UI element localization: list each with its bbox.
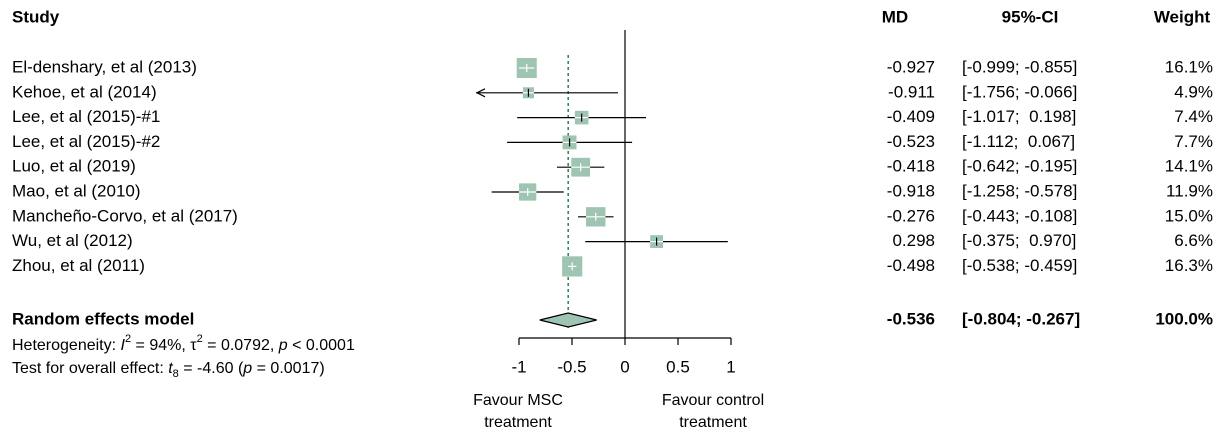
ci-label: [-0.642; -0.195] [962,157,1077,176]
text: I [121,337,126,354]
weight-header: Weight [1154,7,1211,26]
ci-arrow [475,88,486,98]
weight-label: 14.1% [1165,157,1213,176]
text: Test for overall effect: [12,360,168,377]
study-label: Mao, et al (2010) [12,181,141,200]
x-tick-label: 1 [726,357,735,376]
study-label: Wu, et al (2012) [12,231,133,250]
study-label: Zhou, et al (2011) [12,256,145,275]
x-tick-label: 0.5 [666,357,690,376]
text: 8 [173,368,179,380]
pooled-weight: 100.0% [1155,309,1213,328]
study-label: Lee, et al (2015)-#2 [12,132,160,151]
text: = -4.60 ( [179,360,244,377]
md-value: -0.498 [887,256,935,275]
weight-label: 6.6% [1174,231,1213,250]
text: Heterogeneity: [12,337,121,354]
x-tick-label: -0.5 [557,357,586,376]
md-value: -0.927 [887,57,935,76]
study-label: Lee, et al (2015)-#1 [12,107,160,126]
md-value: -0.911 [888,82,935,101]
text: 2 [197,333,203,345]
heterogeneity: Heterogeneity: I2 = 94%, τ2 = 0.0792, p … [12,333,355,354]
weight-label: 4.9% [1174,82,1213,101]
md-value: -0.418 [887,157,935,176]
md-value: -0.918 [887,181,935,200]
pooled-diamond [539,312,597,328]
weight-label: 11.9% [1166,181,1213,200]
text: p [242,360,252,377]
md-header: MD [882,7,908,26]
ci-label: [-0.443; -0.108] [962,206,1077,225]
pooled-label: Random effects model [12,309,194,328]
study-label: El-denshary, et al (2013) [12,57,197,76]
ci-label: [-1.756; -0.066] [962,82,1077,101]
ci-header: 95%-CI [1002,7,1059,26]
md-value: -0.409 [887,107,935,126]
favour-right: treatment [679,414,747,431]
md-value: -0.523 [887,132,935,151]
text: = 94%, [131,337,190,354]
ci-label: [-1.017; 0.198] [962,107,1076,126]
ci-label: [-0.538; -0.459] [962,256,1077,275]
weight-label: 16.1% [1165,57,1213,76]
favour-left: treatment [484,414,552,431]
text: < 0.0001 [288,337,355,354]
x-tick-label: 0 [620,357,629,376]
study-label: Mancheño-Corvo, et al (2017) [12,206,238,225]
pooled-ci: [-0.804; -0.267] [962,309,1080,328]
text: = 0.0017) [252,360,325,377]
text: 2 [125,333,131,345]
text: p [278,337,288,354]
text: = 0.0792, [203,337,279,354]
md-value: -0.276 [887,206,935,225]
ci-label: [-1.258; -0.578] [962,181,1077,200]
ci-label: [-1.112; 0.067] [962,132,1075,151]
study-header: Study [12,7,60,26]
favour-right: Favour control [662,392,764,409]
overall-test: Test for overall effect: t8 = -4.60 (p =… [12,360,325,380]
weight-label: 7.7% [1174,132,1213,151]
ci-label: [-0.999; -0.855] [962,57,1077,76]
weight-label: 16.3% [1165,256,1213,275]
x-tick-label: -1 [511,357,526,376]
study-label: Kehoe, et al (2014) [12,82,157,101]
text: τ [190,337,197,354]
favour-left: Favour MSC [473,392,563,409]
weight-label: 7.4% [1174,107,1213,126]
text: t [168,360,173,377]
study-label: Luo, et al (2019) [12,157,136,176]
md-value: 0.298 [892,231,935,250]
ci-label: [-0.375; 0.970] [962,231,1076,250]
pooled-md: -0.536 [887,309,935,328]
weight-label: 15.0% [1165,206,1213,225]
